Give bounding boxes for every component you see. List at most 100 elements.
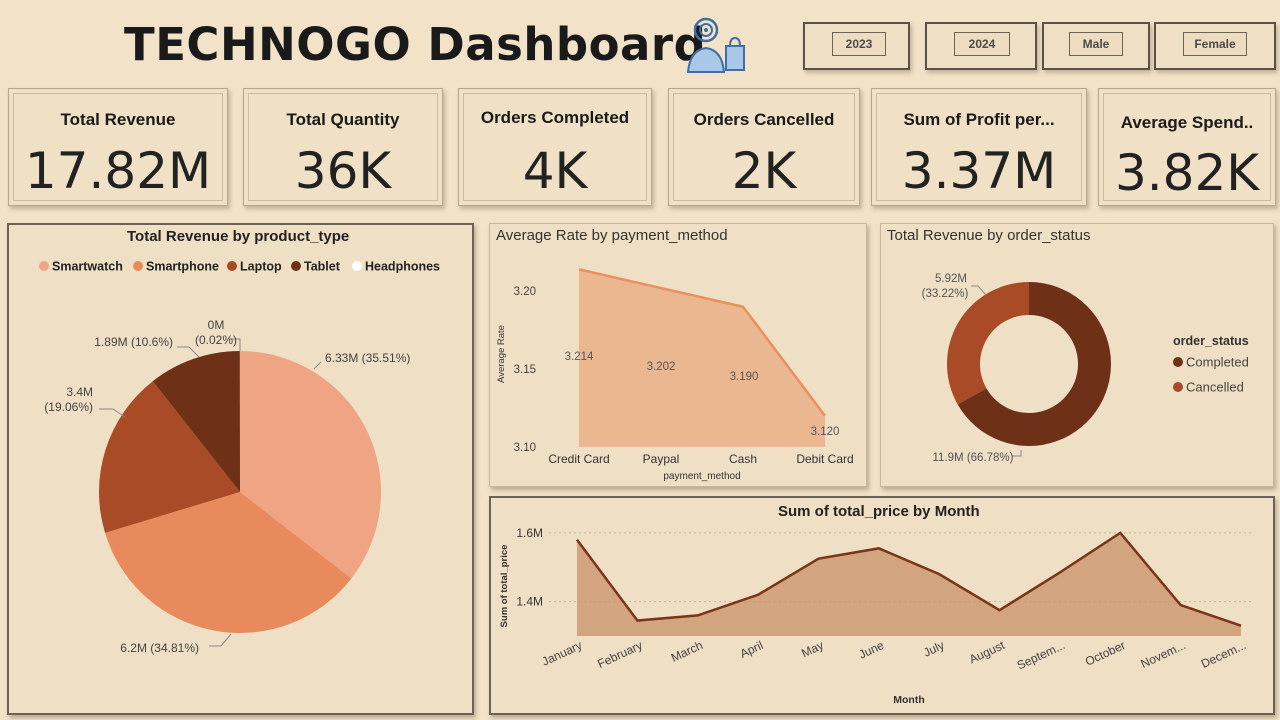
donut-chart-title: Total Revenue by order_status xyxy=(887,227,1091,244)
month-chart-title: Sum of total_price by Month xyxy=(778,503,980,520)
legend-marker-headphones xyxy=(352,261,362,271)
x-tick-label-february: February xyxy=(595,638,644,671)
legend-label-cancelled: Cancelled xyxy=(1186,380,1244,395)
month-area-fill xyxy=(577,532,1241,636)
donut-data-label-completed: 11.9M (66.78%) xyxy=(933,452,1014,464)
kpi-card-orders-cancelled: Orders Cancelled 2K xyxy=(668,88,860,206)
pie-chart-title: Total Revenue by product_type xyxy=(127,228,350,245)
x-tick-label-may: May xyxy=(799,638,825,660)
pie-data-label-smartphone: 6.2M (34.81%) xyxy=(120,641,199,655)
donut-data-label-cancelled: 5.92M xyxy=(935,273,967,285)
slicer-female: Female xyxy=(1154,22,1276,70)
legend-marker-tablet xyxy=(291,261,301,271)
x-tick-label-march: March xyxy=(669,638,705,665)
donut-data-label-cancelled: (33.22%) xyxy=(922,288,969,300)
pie-slice-smartwatch xyxy=(240,351,381,579)
donut-leader-completed xyxy=(1012,450,1022,457)
kpi-value: 4K xyxy=(522,142,588,200)
payment-area-fill xyxy=(579,269,825,447)
kpi-label: Total Quantity xyxy=(286,110,400,129)
y-tick-label: 1.4M xyxy=(516,595,543,609)
y-axis-label: Average Rate xyxy=(496,325,507,383)
pie-leader-headphones xyxy=(229,338,241,351)
pie-chart: Smartwatch Smartphone Laptop Tablet Headphon… xyxy=(39,260,440,655)
kpi-label: Orders Completed xyxy=(480,108,630,127)
x-tick-label-credit-card: Credit Card xyxy=(548,452,609,466)
legend-title: order_status xyxy=(1173,334,1249,348)
month-area-chart: 1.4M 1.6M January February March April May June… xyxy=(499,526,1251,706)
y-tick-label: 3.10 xyxy=(514,442,536,454)
data-label-cash: 3.190 xyxy=(730,371,759,383)
kpi-card-sum-of-profit: Sum of Profit per... 3.37M xyxy=(871,88,1087,206)
kpi-card-average-spend: Average Spend.. 3.82K xyxy=(1098,88,1276,206)
data-label-debit-card: 3.120 xyxy=(811,426,840,438)
kpi-label: Sum of Profit per... xyxy=(903,110,1055,129)
donut-leader-cancelled xyxy=(971,285,987,296)
kpi-label: Total Revenue xyxy=(60,110,176,129)
legend-marker-cancelled xyxy=(1173,382,1183,392)
rate-by-payment-method-panel: Average Rate by payment_method 3.10 3.15 3… xyxy=(489,223,867,487)
kpi-value: 3.82K xyxy=(1114,144,1260,202)
kpi-value: 36K xyxy=(294,142,392,200)
payment-method-area-chart: 3.10 3.15 3.20 3.214 3.202 3.190 3.120 Credit C… xyxy=(496,268,854,482)
pie-data-label-laptop: (19.06%) xyxy=(44,400,93,414)
slicer-2024: 2024 xyxy=(925,22,1037,70)
x-tick-label-april: April xyxy=(738,638,766,661)
legend-label-smartwatch: Smartwatch xyxy=(52,260,123,274)
legend-marker-completed xyxy=(1173,357,1183,367)
x-tick-label-june: June xyxy=(857,638,887,662)
legend-marker-laptop xyxy=(227,261,237,271)
year-2023-button[interactable]: 2023 xyxy=(832,32,886,56)
legend-marker-smartphone xyxy=(133,261,143,271)
pie-data-label-smartwatch: 6.33M (35.51%) xyxy=(325,351,410,365)
gender-male-button[interactable]: Male xyxy=(1069,32,1123,56)
target-shopping-logo-icon xyxy=(686,17,745,73)
kpi-card-total-revenue: Total Revenue 17.82M xyxy=(8,88,228,206)
year-2024-button[interactable]: 2024 xyxy=(954,32,1010,56)
pie-leader-tablet xyxy=(177,346,200,358)
revenue-by-order-status-panel: Total Revenue by order_status 11.9M (66.… xyxy=(880,223,1274,487)
x-tick-label-january: January xyxy=(540,638,585,669)
payment-area-line xyxy=(578,268,826,417)
pie-slice-smartphone xyxy=(105,492,352,633)
order-status-donut-chart: 11.9M (66.78%) 5.92M (33.22%) order_status C… xyxy=(922,273,1249,464)
kpi-value: 2K xyxy=(731,142,797,200)
dashboard-title: TECHNOGO Dashboard xyxy=(124,18,707,71)
x-tick-label-october: October xyxy=(1083,638,1128,669)
x-tick-label-novem: Novem... xyxy=(1138,638,1187,671)
x-tick-label-august: August xyxy=(967,638,1007,667)
y-tick-label: 3.20 xyxy=(514,286,536,298)
pie-data-label-laptop: 3.4M xyxy=(66,385,93,399)
pie-data-label-tablet: 1.89M (10.6%) xyxy=(94,335,173,349)
pie-data-label-headphones: (0.02%) xyxy=(195,333,237,347)
kpi-label: Orders Cancelled xyxy=(693,110,835,129)
legend-label-smartphone: Smartphone xyxy=(146,260,219,274)
kpi-card-orders-completed: Orders Completed 4K xyxy=(458,88,652,206)
x-tick-label-paypal: Paypal xyxy=(643,452,680,466)
x-tick-label-cash: Cash xyxy=(729,452,757,466)
kpi-label: Average Spend.. xyxy=(1120,113,1254,132)
x-tick-label-debit-card: Debit Card xyxy=(796,452,853,466)
x-axis-label: payment_method xyxy=(663,471,740,482)
month-area-line xyxy=(575,531,1242,627)
y-axis-label: Sum of total_price xyxy=(499,545,510,628)
x-tick-label-july: July xyxy=(921,638,946,660)
donut-slice-cancelled xyxy=(947,282,1029,405)
pie-data-label-headphones: 0M xyxy=(208,318,225,332)
legend-marker-smartwatch xyxy=(39,261,49,271)
kpi-value: 17.82M xyxy=(24,142,212,200)
payment-chart-title: Average Rate by payment_method xyxy=(496,227,728,244)
legend-label-headphones: Headphones xyxy=(365,260,440,274)
legend-label-laptop: Laptop xyxy=(240,260,282,274)
pie-slice-laptop xyxy=(98,381,240,533)
y-tick-label: 1.6M xyxy=(516,526,543,540)
data-label-paypal: 3.202 xyxy=(647,361,676,373)
revenue-by-product-type-panel: Total Revenue by product_type Smartwatch… xyxy=(7,223,474,715)
x-axis-label: Month xyxy=(893,694,925,706)
data-label-credit-card: 3.214 xyxy=(565,351,594,363)
x-tick-label-septem: Septem... xyxy=(1015,638,1067,672)
pie-leader-laptop xyxy=(99,408,126,418)
gender-female-button[interactable]: Female xyxy=(1183,32,1247,56)
kpi-card-total-quantity: Total Quantity 36K xyxy=(243,88,443,206)
legend-label-tablet: Tablet xyxy=(304,260,341,274)
